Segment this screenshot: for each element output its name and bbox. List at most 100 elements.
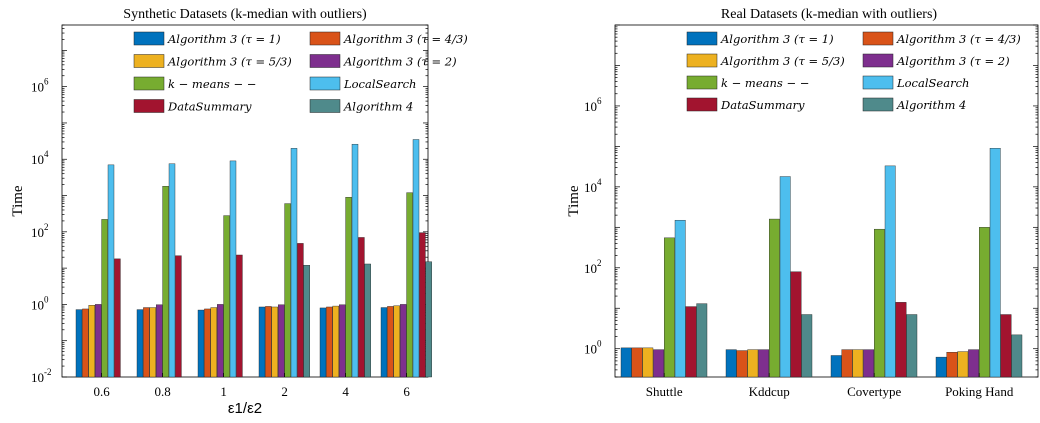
x-tick-label: 1	[220, 384, 227, 399]
legend-swatch	[133, 99, 165, 113]
bar	[895, 302, 907, 378]
legend-entry: Algorithm 3 (τ = 5/3)	[133, 54, 292, 69]
bars	[620, 148, 1023, 378]
legend: Algorithm 3 (τ = 1) Algorithm 3 (τ = 4/3)…	[133, 31, 468, 114]
y-tick-label: 10	[31, 225, 44, 240]
y-tick-label: 10	[584, 342, 597, 357]
legend-swatch	[686, 53, 718, 68]
legend-entry: DataSummary	[133, 99, 252, 114]
bar	[236, 254, 243, 378]
bar	[841, 349, 853, 378]
bar	[779, 176, 791, 378]
legend-swatch	[686, 31, 718, 46]
bar	[319, 307, 327, 378]
legend-entry: k − means − −	[686, 75, 809, 90]
x-tick-label: 0.6	[93, 384, 110, 399]
bar	[297, 243, 304, 378]
bar	[769, 218, 780, 378]
y-tick-exponent: 4	[597, 177, 602, 187]
bar	[736, 350, 748, 378]
legend-entry: Algorithm 4	[309, 99, 413, 114]
x-tick-label: 2	[281, 384, 288, 399]
bar	[979, 227, 990, 378]
plot-frame	[614, 24, 1039, 378]
y-tick-label: 10	[584, 261, 597, 276]
bar	[364, 263, 371, 378]
x-tick-label: Poking Hand	[945, 384, 1014, 399]
legend-swatch	[862, 75, 894, 90]
legend-entry: k − means − −	[133, 76, 256, 91]
y-tick-label: 10	[31, 152, 44, 167]
bar	[631, 347, 643, 378]
bar	[1011, 334, 1023, 378]
legend-entry: Algorithm 4	[862, 97, 966, 112]
y-tick-exponent: 0	[597, 339, 602, 349]
legend-entry: DataSummary	[686, 97, 805, 112]
legend-label: Algorithm 3 (τ = 4/3)	[896, 32, 1021, 46]
legend-swatch	[309, 54, 341, 68]
legend-label: k − means − −	[168, 77, 256, 91]
x-axis-label: ε1/ε2	[228, 400, 262, 417]
legend-label: Algorithm 4	[343, 100, 413, 114]
legend-entry: Algorithm 3 (τ = 2)	[862, 53, 1010, 68]
x-tick-label: Kddcup	[749, 384, 790, 399]
bar	[284, 203, 291, 378]
legend-swatch	[133, 31, 165, 46]
legend-swatch	[133, 54, 165, 68]
legend-label: LocalSearch	[343, 77, 416, 91]
bar	[271, 306, 278, 378]
bar	[863, 349, 875, 378]
real-chart: Real Datasets (k-median with outliers) 1…	[566, 7, 1039, 399]
legend-swatch	[133, 76, 165, 91]
legend: Algorithm 3 (τ = 1) Algorithm 3 (τ = 4/3)…	[686, 31, 1021, 112]
bar	[801, 314, 813, 378]
bar	[946, 352, 958, 378]
bar	[114, 258, 121, 378]
bar	[412, 139, 420, 378]
bar	[155, 304, 163, 378]
legend-swatch	[309, 31, 341, 46]
bar	[989, 148, 1001, 378]
legend-entry: LocalSearch	[862, 75, 969, 90]
bar	[758, 349, 770, 378]
bar	[216, 304, 224, 378]
legend-label: DataSummary	[167, 100, 252, 114]
x-tick-label: Covertype	[847, 384, 901, 399]
bar	[265, 306, 272, 378]
chart-title: Synthetic Datasets (k-median with outlie…	[123, 7, 367, 22]
y-tick-label: 10	[584, 99, 597, 114]
legend-entry: Algorithm 3 (τ = 2)	[309, 54, 457, 69]
bar	[351, 143, 359, 378]
bar	[674, 219, 686, 378]
bar	[339, 304, 346, 378]
legend-label: Algorithm 3 (τ = 4/3)	[343, 32, 468, 46]
legend-entry: Algorithm 3 (τ = 4/3)	[862, 31, 1021, 46]
bar	[830, 355, 842, 378]
y-tick-exponent: 0	[44, 294, 49, 304]
bar	[82, 308, 89, 378]
bar	[149, 307, 157, 378]
bar	[725, 349, 737, 378]
bar	[326, 306, 333, 378]
bar	[620, 347, 632, 378]
bar	[790, 271, 802, 378]
bar	[136, 309, 144, 378]
x-tick-labels: 0.6 0.8 1 2 4 6	[93, 373, 410, 399]
y-tick-label: 10	[31, 297, 44, 312]
bar	[358, 237, 365, 378]
legend-swatch	[309, 76, 341, 91]
bar	[210, 307, 218, 378]
bar	[380, 307, 388, 378]
bar	[1000, 314, 1012, 378]
bar	[884, 165, 896, 378]
legend-entry: Algorithm 3 (τ = 5/3)	[686, 53, 845, 68]
bar	[162, 186, 169, 378]
bar	[906, 314, 918, 378]
bar	[258, 306, 266, 378]
bar	[696, 303, 708, 378]
legend-swatch	[686, 75, 718, 90]
bar	[747, 349, 759, 378]
bar	[852, 349, 864, 378]
bar	[387, 306, 394, 378]
chart-title: Real Datasets (k-median with outliers)	[721, 7, 937, 22]
